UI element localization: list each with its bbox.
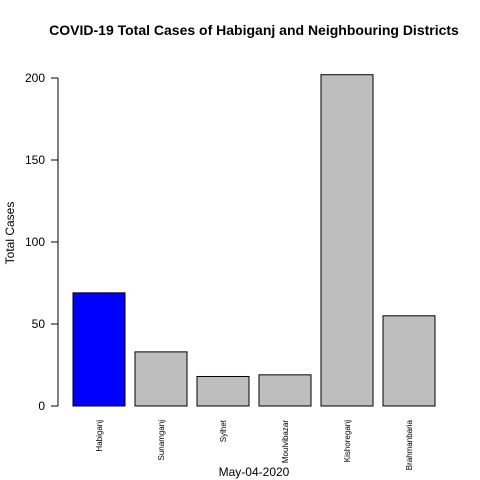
- category-label-sylhet: Sylhet: [219, 419, 228, 442]
- category-label-habiganj: Habiganj: [95, 420, 104, 452]
- bar-brahmanbaria: [382, 315, 436, 407]
- y-tick-label-4: 200: [25, 71, 45, 85]
- y-axis: 0 50 100 150 200: [25, 71, 59, 413]
- y-tick-label-2: 100: [25, 235, 45, 249]
- category-label-brahmanbaria: Brahmanbaria: [405, 419, 414, 470]
- x-axis-label: May-04-2020: [219, 465, 290, 479]
- y-tick-label-1: 50: [32, 317, 46, 331]
- bar-kishoreganj: [320, 74, 374, 407]
- bars: [72, 74, 436, 407]
- category-label-sunamganj: Sunamganj: [157, 420, 166, 461]
- bar-sylhet: [196, 375, 250, 407]
- bar-habiganj: [72, 292, 126, 407]
- y-tick-label-3: 150: [25, 153, 45, 167]
- bar-sunamganj: [134, 351, 188, 407]
- y-axis-label: Total Cases: [3, 202, 17, 265]
- y-tick-label-0: 0: [38, 399, 45, 413]
- category-label-kishoreganj: Kishoreganj: [343, 420, 352, 462]
- chart-title: COVID-19 Total Cases of Habiganj and Nei…: [49, 22, 459, 38]
- bar-moulvibazar: [258, 374, 312, 407]
- category-labels: Habiganj Sunamganj Sylhet Moulvibazar Kishor…: [95, 419, 414, 470]
- category-label-moulvibazar: Moulvibazar: [281, 420, 290, 463]
